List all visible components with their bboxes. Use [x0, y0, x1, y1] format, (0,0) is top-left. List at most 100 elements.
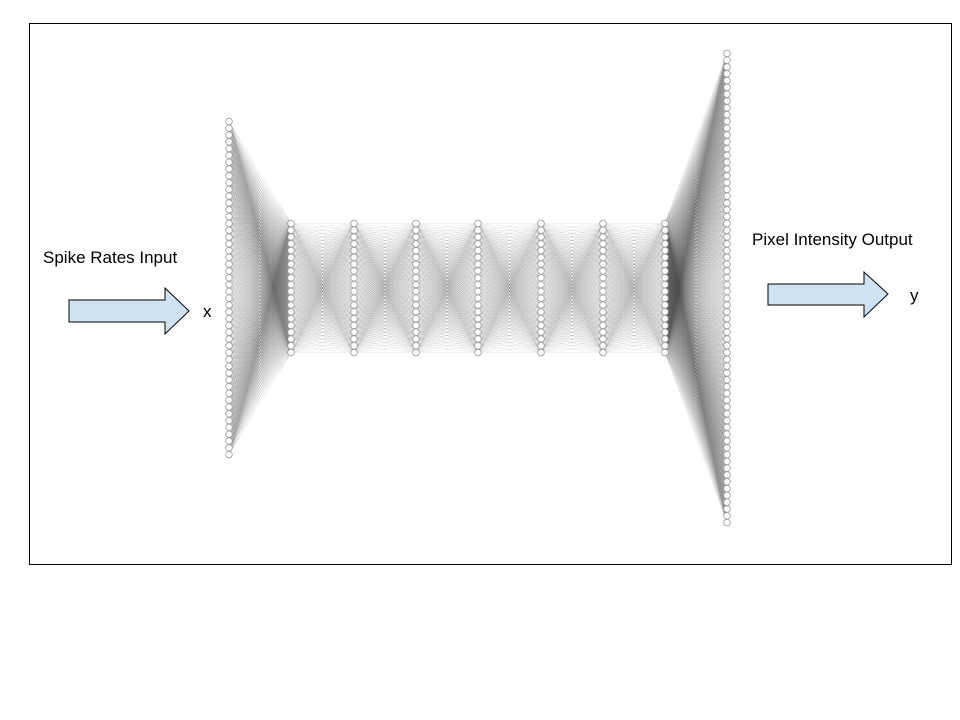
neuron	[225, 212, 233, 221]
neuron	[287, 328, 295, 336]
neuron	[474, 294, 482, 302]
neuron	[661, 226, 669, 234]
neuron	[350, 301, 358, 309]
neuron	[661, 280, 669, 289]
neuron	[723, 63, 731, 71]
neuron	[723, 56, 731, 64]
neuron	[412, 260, 420, 268]
neuron	[225, 410, 233, 418]
neuron	[225, 287, 233, 296]
neuron	[723, 382, 731, 391]
neuron	[661, 274, 669, 282]
neuron	[723, 464, 731, 472]
layer-4	[412, 219, 420, 357]
neuron	[350, 246, 358, 255]
neuron	[599, 342, 607, 350]
neuron	[723, 253, 731, 262]
neuron	[225, 165, 233, 173]
neuron	[350, 240, 358, 248]
neuron	[661, 267, 669, 275]
neuron	[723, 410, 731, 418]
neuron	[723, 70, 731, 78]
connection-bundle-4	[415, 223, 479, 353]
neuron	[225, 267, 233, 275]
neuron	[599, 274, 607, 282]
neuron	[599, 348, 607, 357]
neuron	[723, 369, 731, 377]
neuron	[661, 301, 669, 309]
neuron	[287, 342, 295, 350]
neuron	[723, 233, 731, 241]
neuron	[723, 158, 731, 166]
neuron	[661, 335, 669, 343]
connection-bundle-5	[477, 223, 542, 353]
neuron	[412, 335, 420, 343]
neuron	[225, 158, 233, 166]
neuron	[412, 253, 420, 262]
neuron	[599, 226, 607, 234]
neuron	[225, 219, 233, 228]
neuron	[474, 314, 482, 323]
neuron	[225, 226, 233, 234]
neuron	[350, 219, 358, 228]
neuron	[599, 335, 607, 343]
neuron	[599, 219, 607, 228]
neuron	[723, 165, 731, 173]
neuron	[412, 233, 420, 241]
neuron	[225, 321, 233, 330]
neuron	[474, 274, 482, 282]
neuron	[225, 396, 233, 404]
neuron	[723, 267, 731, 275]
neuron	[225, 362, 233, 370]
neuron	[350, 274, 358, 282]
neuron	[225, 416, 233, 425]
neuron	[537, 253, 545, 262]
neuron	[723, 294, 731, 302]
neuron	[225, 430, 233, 438]
neuron	[225, 144, 233, 153]
neuron	[287, 267, 295, 275]
neuron	[474, 267, 482, 275]
neuron	[723, 403, 731, 411]
neuron	[225, 294, 233, 302]
neuron	[350, 335, 358, 343]
neuron	[412, 342, 420, 350]
neuron	[723, 457, 731, 466]
neuron	[723, 512, 731, 520]
neuron	[723, 117, 731, 126]
neuron	[287, 274, 295, 282]
neuron	[661, 342, 669, 350]
neuron	[723, 478, 731, 486]
neuron	[661, 321, 669, 330]
neuron	[723, 335, 731, 343]
neuron	[537, 342, 545, 350]
neuron	[474, 246, 482, 255]
neuron	[723, 240, 731, 248]
neuron	[661, 314, 669, 323]
neuron	[537, 219, 545, 228]
neuron	[723, 301, 731, 309]
neuron	[225, 342, 233, 350]
neuron	[723, 49, 731, 58]
neuron	[225, 403, 233, 411]
neuron	[723, 396, 731, 404]
neuron	[350, 226, 358, 234]
neuron	[474, 260, 482, 268]
neuron	[412, 328, 420, 336]
neuron	[723, 518, 731, 527]
neuron	[225, 260, 233, 268]
neuron	[225, 172, 233, 180]
layer-8	[661, 219, 669, 357]
neuron	[225, 117, 233, 126]
neuron	[723, 192, 731, 200]
neuron	[723, 124, 731, 132]
neuron	[537, 267, 545, 275]
layer-6	[537, 219, 545, 357]
neuron	[225, 233, 233, 241]
neuron	[412, 287, 420, 296]
neuron	[599, 308, 607, 316]
neuron	[287, 233, 295, 241]
neuron	[287, 308, 295, 316]
neuron	[225, 376, 233, 384]
neuron	[225, 185, 233, 194]
